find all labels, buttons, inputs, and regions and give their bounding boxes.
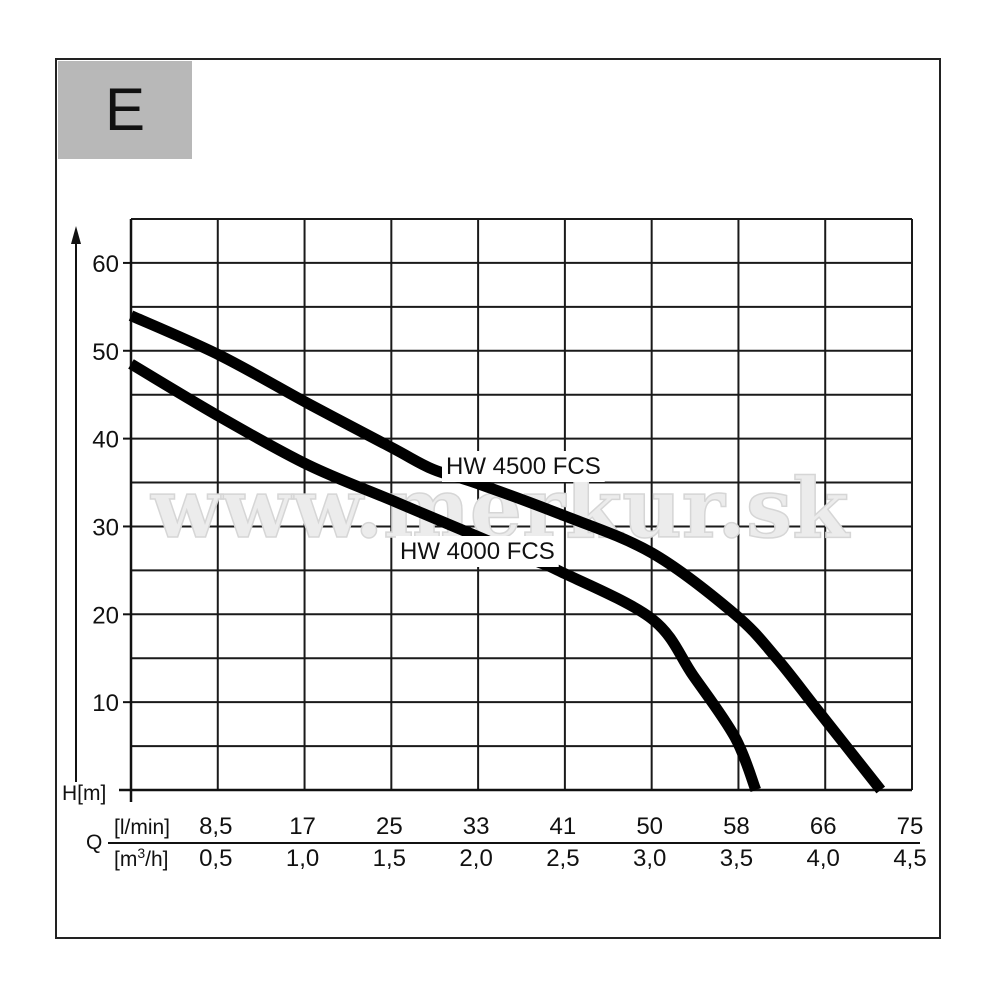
axes — [71, 219, 920, 844]
series-line-hw4500 — [128, 310, 886, 794]
x-tick-label-primary: 66 — [810, 813, 837, 840]
x-tick-label-primary: 25 — [376, 813, 403, 840]
chart-frame — [55, 58, 941, 939]
x-tick-label-primary: 17 — [289, 813, 316, 840]
y-axis-label: H[m] — [62, 782, 106, 805]
y-tick-label: 50 — [92, 339, 119, 366]
y-tick-label: 60 — [92, 251, 119, 278]
x-tick-label-primary: 58 — [723, 813, 750, 840]
series-label-hw4000: HW 4000 FCS — [400, 538, 555, 565]
x-tick-label-secondary: 1,5 — [373, 845, 406, 872]
y-tick-label: 20 — [92, 602, 119, 629]
x-tick-label-secondary: 3,5 — [720, 845, 753, 872]
x-tick-label-secondary: 4,5 — [893, 845, 926, 872]
x-tick-label-primary: 75 — [897, 813, 924, 840]
x-axis-label: Q — [86, 831, 102, 854]
x-tick-label-primary: 33 — [463, 813, 490, 840]
x-tick-label-secondary: 1,0 — [286, 845, 319, 872]
y-tick-label: 40 — [92, 427, 119, 454]
x-tick-label-secondary: 0,5 — [199, 845, 232, 872]
x-tick-label-primary: 50 — [636, 813, 663, 840]
x-tick-label-secondary: 3,0 — [633, 845, 666, 872]
x-unit-primary: [l/min] — [114, 816, 170, 839]
y-tick-label: 30 — [92, 514, 119, 541]
x-tick-label-secondary: 2,0 — [459, 845, 492, 872]
y-arrow-head — [71, 226, 81, 244]
series-label-background — [396, 536, 559, 567]
x-tick-label-primary: 8,5 — [199, 813, 232, 840]
series-line-hw4000 — [128, 359, 761, 793]
x-tick-label-primary: 41 — [550, 813, 577, 840]
series-label-hw4500: HW 4500 FCS — [446, 453, 601, 480]
chart-badge: E — [58, 61, 192, 159]
x-tick-label-secondary: 2,5 — [546, 845, 579, 872]
y-tick-label: 10 — [92, 690, 119, 717]
badge-letter: E — [104, 76, 146, 143]
x-tick-label-secondary: 4,0 — [807, 845, 840, 872]
y-tick-labels: 10 20 30 40 50 60 — [92, 251, 119, 717]
x-unit-secondary: [m3/h] — [114, 845, 168, 871]
series-label-background — [442, 451, 605, 482]
x-tick-labels: 8,5 17 25 33 41 50 58 66 75 0,5 1,0 1,5 2,0 2,5 3,0 3,5… — [199, 813, 927, 872]
